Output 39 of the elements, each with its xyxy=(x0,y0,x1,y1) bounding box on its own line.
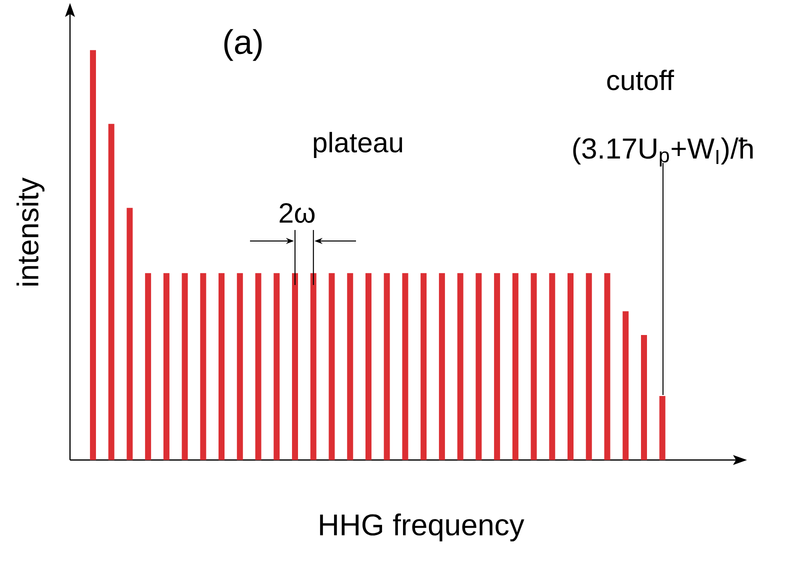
bar xyxy=(476,273,482,460)
bar xyxy=(218,273,225,460)
bar xyxy=(457,273,464,460)
bar xyxy=(530,273,537,460)
bar xyxy=(494,273,500,460)
bar xyxy=(604,273,610,460)
annotation: (3.17U$_{p}$+W$_{I}$)/ħ xyxy=(573,138,753,166)
bar xyxy=(108,124,114,460)
bar xyxy=(568,273,574,460)
bar xyxy=(328,273,335,460)
bar xyxy=(512,273,518,460)
annotation: (a) xyxy=(224,29,262,61)
bar xyxy=(292,273,298,460)
x-axis-title: HHG frequency xyxy=(320,514,524,542)
bar xyxy=(200,273,206,460)
bar xyxy=(163,273,170,460)
annotation: 2ω xyxy=(280,203,315,223)
annotation: cutoff xyxy=(607,70,674,90)
bar xyxy=(420,273,427,460)
y-axis-title: intensity xyxy=(16,178,44,286)
bar xyxy=(549,273,556,460)
bar xyxy=(438,273,445,460)
bar xyxy=(310,273,316,460)
bar xyxy=(402,273,408,460)
bar xyxy=(90,50,96,460)
bar xyxy=(126,208,133,460)
bar xyxy=(640,334,647,460)
bar xyxy=(586,273,592,460)
bar xyxy=(365,273,372,460)
bar xyxy=(182,273,188,460)
bar xyxy=(347,273,354,460)
bar xyxy=(145,273,152,460)
bar xyxy=(236,273,243,460)
bar xyxy=(384,273,390,460)
bar xyxy=(255,273,262,460)
bar xyxy=(622,311,629,460)
annotation: plateau xyxy=(314,132,402,158)
bar xyxy=(659,396,666,460)
bar xyxy=(274,273,280,460)
